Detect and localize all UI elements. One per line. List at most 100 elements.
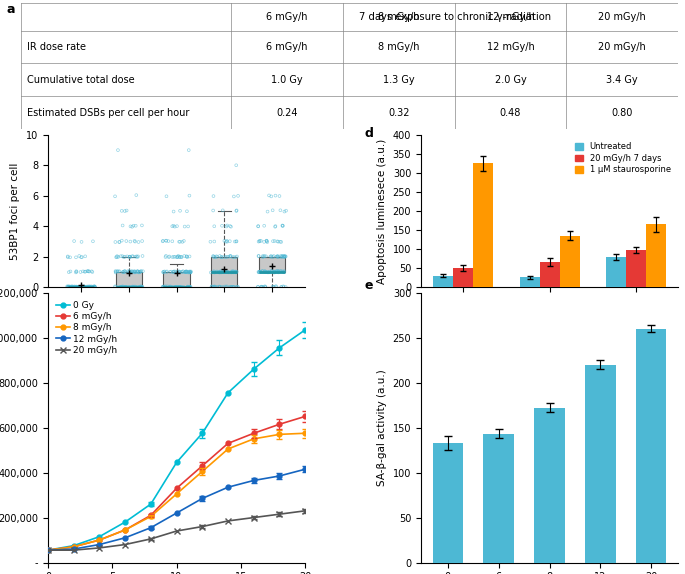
20 mGy/h (173, 528, 181, 534)
PathPatch shape (164, 272, 190, 287)
Point (117, 282, 128, 291)
Point (177, 267, 188, 277)
Point (125, 237, 136, 246)
X-axis label: Dose rate (mGy/h) for 7 days: Dose rate (mGy/h) for 7 days (101, 312, 253, 322)
Point (172, 253, 183, 262)
Point (229, 237, 240, 246)
Point (79, 282, 90, 291)
Point (269, 268, 280, 277)
Point (269, 251, 279, 261)
Point (127, 252, 138, 261)
Point (71, 282, 82, 292)
Point (273, 266, 284, 276)
Point (74, 282, 85, 292)
Point (277, 251, 288, 261)
Point (166, 267, 177, 276)
Point (252, 282, 263, 292)
Point (110, 282, 121, 292)
Point (276, 237, 287, 246)
Bar (433, 443, 463, 563)
Point (275, 267, 286, 276)
Point (209, 282, 220, 291)
20 mGy/h (249, 514, 258, 521)
Point (267, 205, 278, 215)
Point (260, 267, 271, 277)
Point (158, 282, 169, 291)
Point (214, 267, 225, 276)
Point (131, 252, 142, 261)
Point (121, 282, 132, 292)
Point (262, 268, 273, 277)
Point (163, 282, 174, 292)
Point (110, 267, 121, 276)
Point (261, 236, 272, 246)
Point (160, 236, 171, 245)
Point (133, 238, 144, 247)
Point (77, 267, 88, 276)
Text: a: a (7, 3, 15, 16)
Point (63, 282, 74, 292)
Point (226, 282, 237, 292)
Point (124, 252, 135, 261)
Point (182, 207, 192, 216)
Bar (484, 434, 514, 563)
Point (79, 267, 90, 276)
Line: 0 Gy: 0 Gy (45, 327, 308, 553)
Point (212, 253, 223, 262)
Point (81, 282, 92, 292)
Point (260, 282, 271, 292)
Bar (540, 262, 560, 287)
Point (208, 282, 219, 292)
Point (84, 267, 95, 276)
Point (80, 282, 91, 292)
Point (277, 221, 288, 230)
6 mGy/h (121, 526, 129, 533)
Point (225, 282, 236, 292)
Point (273, 268, 284, 277)
Point (265, 252, 276, 261)
Point (65, 267, 76, 276)
Point (161, 236, 172, 245)
Point (266, 266, 277, 276)
Point (214, 282, 225, 292)
Point (132, 282, 143, 292)
Point (129, 267, 140, 276)
Point (210, 282, 221, 292)
Point (157, 282, 168, 292)
8 mGy/h (198, 468, 206, 475)
Point (217, 205, 228, 215)
Point (62, 282, 73, 292)
Point (67, 282, 78, 292)
Point (230, 268, 241, 277)
6 mGy/h (70, 544, 78, 550)
Point (275, 237, 286, 246)
Point (264, 267, 275, 277)
Point (180, 267, 191, 277)
Point (214, 282, 225, 291)
Point (231, 207, 242, 216)
Point (225, 222, 236, 231)
Point (221, 282, 232, 291)
Text: 6 mGy/h: 6 mGy/h (266, 11, 308, 22)
Point (266, 266, 277, 276)
Point (223, 267, 234, 277)
Point (280, 282, 291, 292)
Point (279, 252, 290, 261)
Point (66, 282, 77, 292)
Point (66, 282, 77, 292)
Point (125, 268, 136, 277)
Point (231, 282, 242, 292)
Point (180, 267, 191, 276)
Point (116, 282, 127, 292)
Point (63, 267, 74, 277)
Point (135, 266, 146, 276)
Point (184, 267, 195, 277)
Y-axis label: SA-β-gal activity (a.u.): SA-β-gal activity (a.u.) (377, 369, 387, 486)
Point (119, 207, 130, 216)
Point (169, 267, 179, 276)
Point (179, 251, 190, 261)
12 mGy/h (70, 545, 78, 552)
Point (82, 266, 93, 276)
Point (128, 282, 139, 292)
Point (253, 237, 264, 246)
